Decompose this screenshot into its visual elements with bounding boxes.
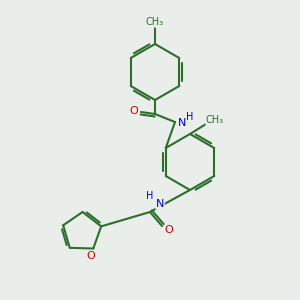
Text: N: N: [156, 199, 164, 209]
Text: H: H: [186, 112, 194, 122]
Text: CH₃: CH₃: [146, 17, 164, 27]
Text: H: H: [146, 191, 154, 201]
Text: O: O: [130, 106, 138, 116]
Text: N: N: [178, 118, 186, 128]
Text: O: O: [86, 250, 95, 260]
Text: CH₃: CH₃: [206, 115, 224, 125]
Text: O: O: [165, 225, 173, 235]
